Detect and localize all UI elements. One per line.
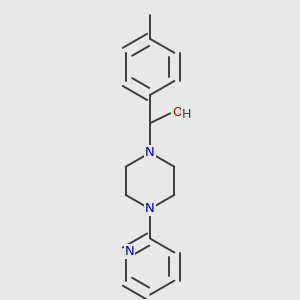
Text: N: N	[124, 245, 134, 258]
Text: N: N	[145, 202, 155, 215]
Text: N: N	[145, 146, 155, 159]
Text: O: O	[172, 106, 182, 118]
Text: H: H	[182, 108, 192, 122]
